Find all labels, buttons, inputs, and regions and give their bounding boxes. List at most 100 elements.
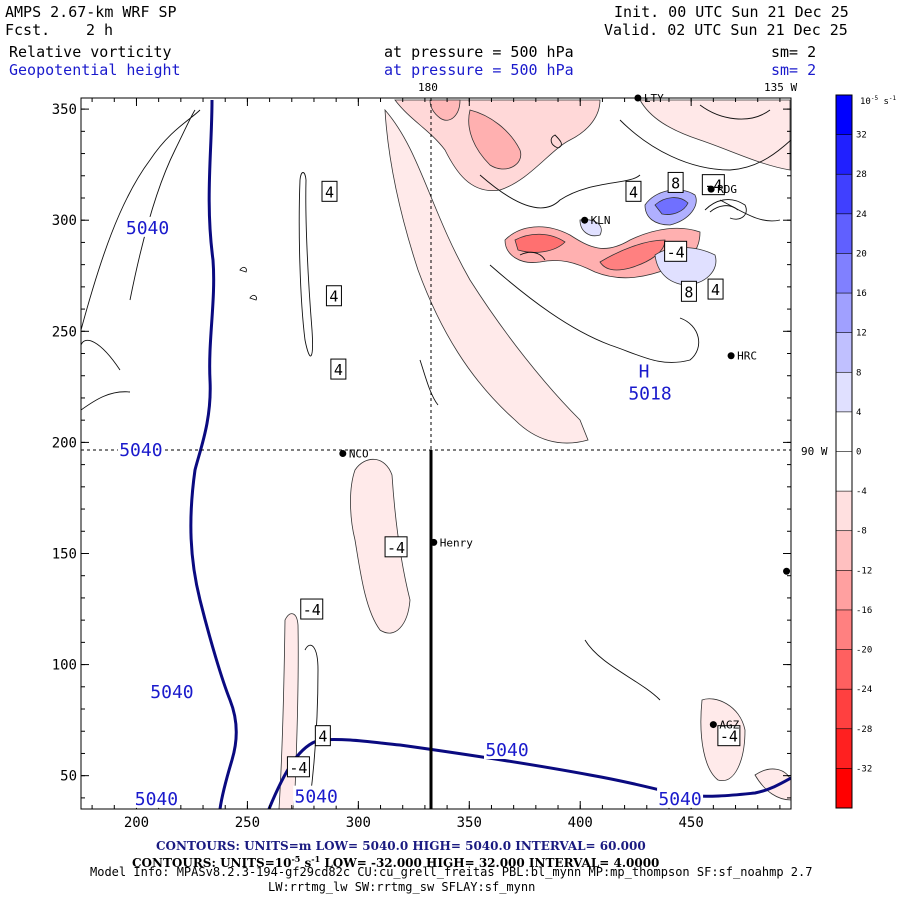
colorbar-label: 20: [856, 249, 867, 259]
y-tick-label: 250: [52, 324, 77, 340]
vorticity-contour-label: 4: [314, 725, 331, 747]
colorbar-label: -20: [856, 646, 872, 656]
vorticity-label-text: -4: [303, 601, 321, 619]
station-label: AGZ: [719, 719, 739, 732]
vorticity-label-box: [707, 278, 724, 300]
vorticity-contour-label: 8: [667, 171, 684, 193]
height-label-bg: [657, 787, 704, 808]
high-pressure-value: 5018: [628, 383, 671, 404]
x-tick-label: 400: [568, 815, 593, 831]
colorbar: 32 28 24 20 16 12 8 4 0 -4 -8 -12 -16 -20 -24 -28 -32: [836, 95, 872, 809]
field1-smoothing: sm= 2: [771, 43, 817, 61]
height-label: 5040: [295, 787, 338, 808]
vorticity-contour-label: 4: [321, 180, 338, 202]
high-pressure-symbol: H: [639, 361, 650, 382]
station-dot: [339, 450, 347, 457]
colorbar-label: 8: [856, 368, 861, 378]
colorbar-label: 4: [856, 408, 861, 418]
height-label: 5040: [135, 789, 178, 810]
vorticity-label-box: [625, 180, 642, 202]
colorbar-segment: [836, 174, 852, 215]
height-label: 5040: [126, 218, 169, 239]
height-label: 5040: [150, 682, 193, 703]
station-marker: KLN: [581, 214, 611, 227]
x-tick-label: 350: [457, 815, 482, 831]
vorticity-contour-label: -4: [384, 536, 408, 558]
height-label-bg: [117, 439, 164, 460]
colorbar-segment: [836, 689, 852, 730]
height-label-bg: [484, 739, 530, 760]
colorbar-units: 10-5 s-1: [860, 95, 897, 107]
colorbar-segment: [836, 293, 852, 334]
colorbar-segment: [836, 134, 852, 175]
field1-name: Relative vorticity: [9, 43, 172, 61]
field2-name: Geopotential height: [9, 61, 181, 79]
plot-frame: [80, 97, 792, 810]
y-tick-label: 200: [52, 435, 77, 451]
colorbar-label: 0: [856, 448, 861, 458]
vorticity-label-box: [330, 358, 347, 380]
height-contours: [189, 99, 791, 809]
vorticity-label-text: 4: [329, 288, 338, 306]
colorbar-segment: [836, 372, 852, 413]
y-tick-label: 350: [52, 102, 77, 118]
vorticity-contour-label: 4: [325, 285, 342, 307]
height-label-bg: [148, 681, 195, 702]
station-label: LTY: [644, 92, 664, 105]
y-tick-label: 100: [52, 658, 77, 674]
colorbar-segment: [836, 213, 852, 254]
colorbar-label: -28: [856, 725, 872, 735]
colorbar-segment: [836, 570, 852, 611]
vorticity-label-text: 4: [629, 183, 638, 201]
height-label: 5040: [658, 789, 701, 810]
colorbar-label: -16: [856, 606, 872, 616]
y-tick-label: 300: [52, 213, 77, 229]
height-label: 5040: [119, 440, 162, 461]
station-dot: [709, 721, 717, 729]
colorbar-segment: [836, 451, 852, 492]
vorticity-contour-label: -4: [286, 756, 310, 778]
colorbar-label: -8: [856, 527, 867, 537]
vorticity-contour-label: -4: [664, 240, 688, 262]
colorbar-label: -12: [856, 566, 872, 576]
y-tick-label: 50: [60, 769, 77, 785]
forecast-label: Fcst.: [5, 21, 51, 39]
colorbar-segment: [836, 728, 852, 769]
vorticity-label-box: [286, 756, 310, 778]
vorticity-label-text: -4: [289, 759, 307, 777]
height-labels: 5040 5040 5040 5040 5040 5040 5040: [117, 216, 704, 810]
model-title: AMPS 2.67-km WRF SP: [5, 3, 177, 21]
vorticity-label-text: 4: [334, 361, 343, 379]
station-label: KLN: [591, 214, 611, 227]
x-tick-label: 300: [346, 815, 371, 831]
vorticity-contour-label: 4: [330, 358, 347, 380]
colorbar-frame: [835, 94, 853, 809]
vorticity-label-text: 4: [711, 281, 720, 299]
lon-135w-label: 135 W: [764, 81, 797, 94]
station-dot: [707, 185, 715, 193]
station-dot: [727, 352, 735, 360]
station-marker: Henry: [430, 536, 473, 549]
vorticity-contour-info: CONTOURS: UNITS=10-5 s-1 LOW= -32.000 HI…: [132, 854, 660, 870]
init-time: Init. 00 UTC Sun 21 Dec 25: [614, 3, 849, 21]
station-dot: [430, 538, 438, 546]
axis-ticks: 350 300 250 200 150 100 50 200 250 300 350 400 450: [52, 98, 791, 831]
vorticity-label-box: [667, 171, 684, 193]
station-marker: LTY: [634, 92, 664, 105]
vorticity-contour-label: 4: [707, 278, 724, 300]
vorticity-contour-label: 8: [680, 280, 697, 302]
colorbar-segment: [836, 332, 852, 373]
station-marker: HRC: [727, 350, 757, 363]
height-contour-info: CONTOURS: UNITS=m LOW= 5040.0 HIGH= 5040…: [156, 839, 646, 853]
height-label-bg: [124, 216, 171, 237]
colorbar-segment: [836, 411, 852, 452]
station-marker: [783, 567, 791, 575]
vorticity-contour-label: 4: [625, 180, 642, 202]
station-marker: RDG: [707, 183, 737, 196]
vorticity-label-text: -4: [667, 243, 685, 261]
x-tick-label: 200: [124, 815, 149, 831]
station-label: NCO: [349, 448, 369, 461]
colorbar-label: -24: [856, 685, 872, 695]
